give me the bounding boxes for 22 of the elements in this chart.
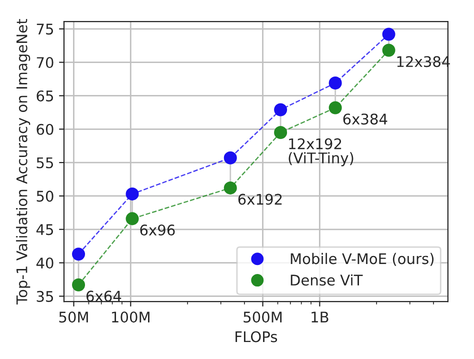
y-tick-label: 70 [36,57,54,68]
annotation: 6x192 [238,194,282,205]
y-tick-label: 35 [36,290,53,302]
legend-label: Dense ViT [290,274,363,286]
x-tick-label: 1B [312,312,328,322]
y-tick-label: 65 [36,90,53,102]
y-tick-label: 75 [36,24,53,35]
y-tick-label: 40 [36,258,54,269]
annotation: 6x64 [86,290,122,302]
annotation: 6x384 [343,114,388,125]
annotation: 12x192 (ViT-Tiny) [288,138,354,166]
legend-label: Mobile V-MoE (ours) [290,252,434,266]
annotation: 6x96 [140,224,175,236]
y-tick-label: 50 [36,190,54,202]
y-tick-label: 55 [36,157,53,168]
x-tick-label: 100M [112,312,150,323]
x-tick-label: 500M [244,312,282,323]
x-axis-title: FLOPs [236,331,278,342]
y-tick-label: 60 [36,124,54,135]
y-tick-label: 45 [36,224,53,236]
y-axis-title: Top-1 Validation Accuracy on ImageNet [16,19,30,304]
x-tick-label: 50M [59,312,88,323]
